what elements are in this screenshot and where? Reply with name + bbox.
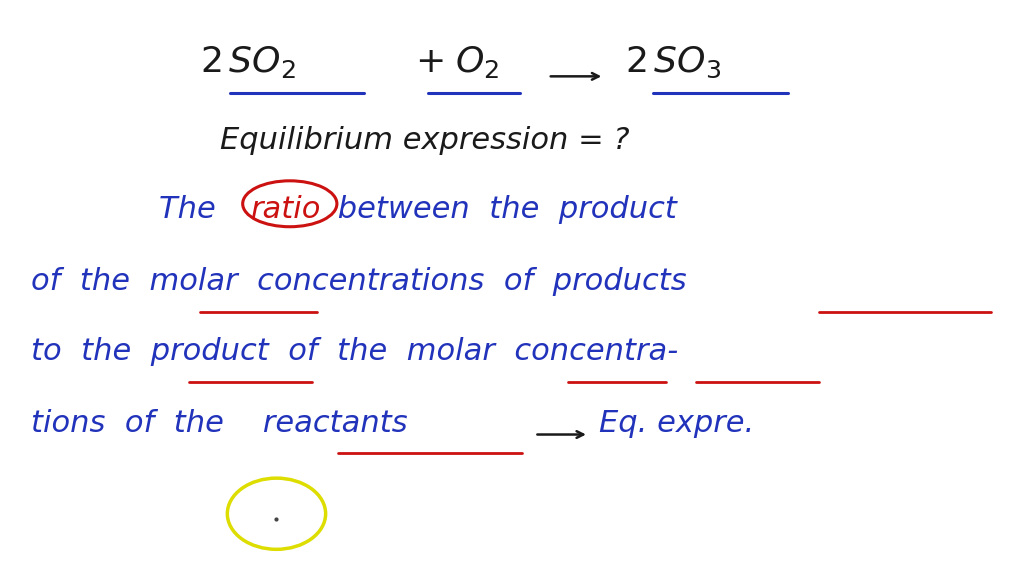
Text: Equilibrium expression = ?: Equilibrium expression = ? [220, 126, 630, 155]
Text: of  the  molar  concentrations  of  products: of the molar concentrations of products [31, 267, 686, 296]
Text: ratio: ratio [251, 195, 322, 224]
Text: $2\,SO_2$: $2\,SO_2$ [200, 44, 296, 80]
Text: The: The [159, 195, 225, 224]
Text: Eq. expre.: Eq. expre. [599, 409, 755, 437]
Text: tions  of  the    reactants: tions of the reactants [31, 409, 408, 437]
Text: $+\;O_2$: $+\;O_2$ [415, 44, 499, 80]
Text: between  the  product: between the product [328, 195, 677, 224]
Text: to  the  product  of  the  molar  concentra-: to the product of the molar concentra- [31, 338, 678, 366]
Text: $2\,SO_3$: $2\,SO_3$ [625, 44, 721, 80]
